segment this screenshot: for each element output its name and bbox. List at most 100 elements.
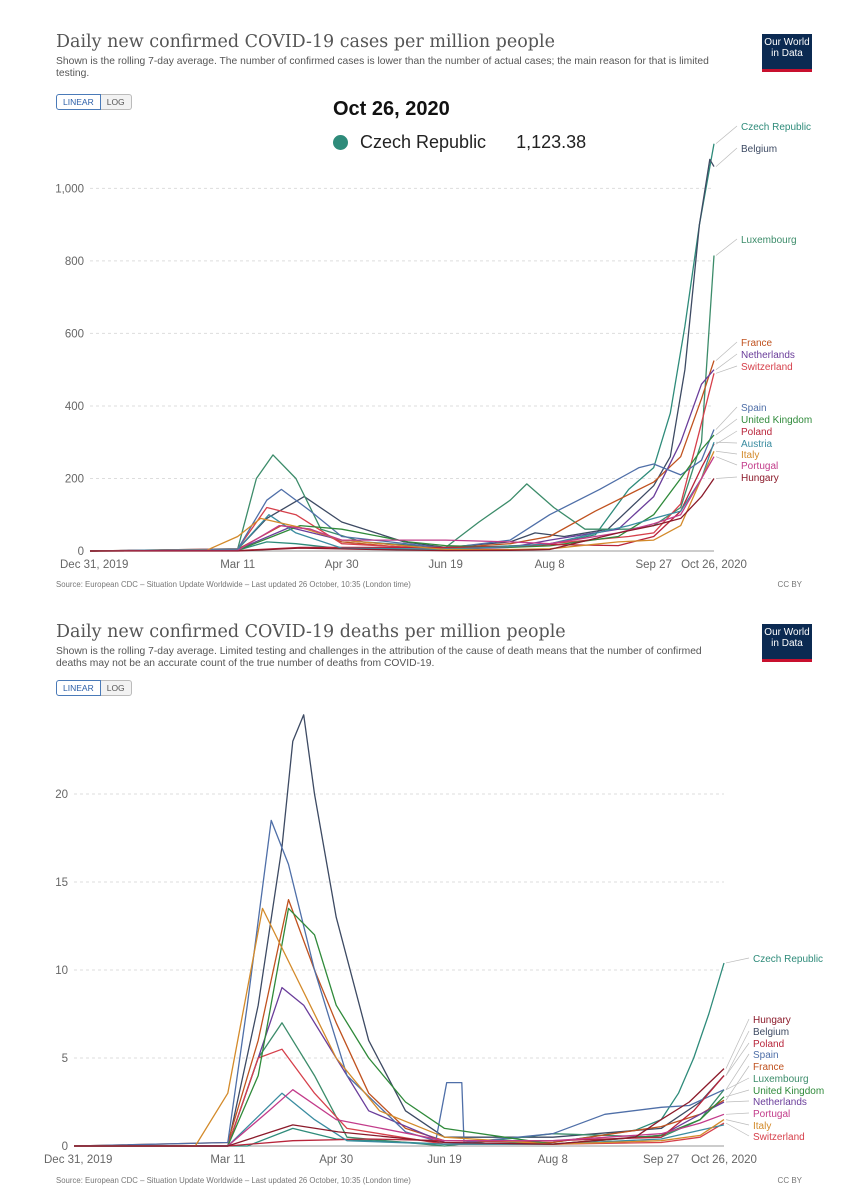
tooltip-series-dot: [333, 135, 348, 150]
series-label-connector: [725, 1119, 750, 1126]
source-note[interactable]: Source: European CDC – Situation Update …: [56, 580, 411, 589]
series-label-connector: [715, 147, 738, 167]
x-tick-label: Dec 31, 2019: [44, 1154, 112, 1166]
owid-logo[interactable]: Our World in Data: [762, 34, 812, 72]
series-label-connector: [715, 430, 738, 445]
series-end-label: Belgium: [741, 144, 777, 155]
series-end-label: Spain: [753, 1050, 779, 1061]
x-tick-label: Jun 19: [428, 559, 463, 571]
tooltip-value: 1,123.38: [516, 132, 587, 152]
series-end-label: Portugal: [753, 1109, 790, 1120]
series-label-connector: [715, 476, 738, 479]
license-label[interactable]: CC BY: [777, 580, 802, 589]
series-label-connector: [725, 1053, 750, 1090]
series-line-hungary: [74, 1068, 725, 1147]
linear-scale-button[interactable]: LINEAR: [56, 680, 101, 696]
y-tick-label: 15: [55, 877, 68, 889]
series-label-connector: [725, 1112, 750, 1115]
series-line-czech-republic: [89, 143, 715, 552]
series-end-label: Luxembourg: [753, 1074, 809, 1085]
series-label-connector: [725, 1077, 750, 1090]
y-tick-label: 200: [65, 473, 84, 485]
chart-title: Daily new confirmed COVID-19 cases per m…: [56, 32, 555, 52]
series-line-belgium: [89, 158, 715, 552]
y-tick-label: 800: [65, 256, 84, 268]
series-end-label: Switzerland: [741, 362, 793, 373]
series-line-portugal: [74, 1089, 725, 1147]
x-tick-label: Oct 26, 2020: [681, 559, 747, 571]
series-line-italy: [89, 451, 715, 552]
x-tick-label: Aug 8: [535, 559, 565, 571]
series-label-connector: [715, 125, 738, 144]
tooltip-series-name: Czech Republic: [360, 132, 487, 152]
series-end-label: Austria: [741, 439, 773, 450]
series-label-connector: [715, 353, 738, 370]
series-line-switzerland: [74, 1048, 725, 1147]
y-tick-label: 1,000: [55, 183, 84, 195]
series-label-connector: [725, 1122, 750, 1137]
series-label-connector: [715, 441, 738, 444]
series-end-label: Italy: [741, 450, 759, 461]
log-scale-button[interactable]: LOG: [100, 680, 132, 696]
x-tick-label: Apr 30: [319, 1154, 353, 1166]
series-end-label: Poland: [741, 427, 772, 438]
series-line-netherlands: [89, 369, 715, 552]
scale-toggle: LINEAR LOG: [56, 680, 132, 696]
series-label-connector: [715, 406, 738, 430]
log-scale-button[interactable]: LOG: [100, 94, 132, 110]
series-end-label: Netherlands: [753, 1097, 807, 1108]
x-tick-label: Jun 19: [427, 1154, 462, 1166]
series-line-hungary: [90, 478, 715, 552]
deaths-line-chart[interactable]: 0 5 10 15 20 Dec 31, 2019 Mar 11 Apr 30 Jun 19 Au…: [38, 608, 824, 1196]
series-label-connector: [715, 450, 738, 455]
series-line-italy: [74, 907, 725, 1147]
y-tick-label: 0: [78, 546, 84, 558]
series-end-label: Switzerland: [753, 1132, 805, 1143]
tooltip-row: Czech Republic 1,123.38: [333, 132, 586, 153]
series-label-connector: [715, 456, 738, 466]
series-label-connector: [725, 957, 750, 964]
x-tick-label: Sep 27: [635, 559, 671, 571]
license-label[interactable]: CC BY: [777, 1176, 802, 1185]
owid-logo[interactable]: Our World in Data: [762, 624, 812, 662]
series-end-label: Spain: [741, 403, 767, 414]
x-tick-label: Dec 31, 2019: [60, 559, 128, 571]
y-tick-label: 10: [55, 965, 68, 977]
deaths-chart-panel: Daily new confirmed COVID-19 deaths per …: [38, 608, 824, 1196]
chart-title: Daily new confirmed COVID-19 deaths per …: [56, 622, 566, 642]
series-line-spain: [89, 429, 715, 552]
chart-subtitle: Shown is the rolling 7-day average. Limi…: [56, 646, 702, 669]
series-line-france: [89, 360, 715, 552]
series-end-label: Portugal: [741, 461, 778, 472]
series-label-connector: [725, 1018, 750, 1069]
series-line-united-kingdom: [74, 907, 725, 1147]
series-line-united-kingdom: [89, 434, 715, 552]
series-label-connector: [715, 365, 738, 374]
series-end-label: Netherlands: [741, 350, 795, 361]
y-tick-label: 600: [65, 328, 84, 340]
series-line-portugal: [89, 456, 715, 552]
series-label-connector: [715, 341, 738, 361]
x-tick-label: Oct 26, 2020: [691, 1154, 757, 1166]
series-line-luxembourg: [89, 255, 715, 552]
series-label-connector: [725, 1089, 750, 1098]
linear-scale-button[interactable]: LINEAR: [56, 94, 101, 110]
source-note[interactable]: Source: European CDC – Situation Update …: [56, 1176, 411, 1185]
series-line-france: [73, 898, 725, 1147]
series-end-label: Italy: [753, 1121, 771, 1132]
series-label-connector: [725, 1100, 750, 1103]
series-line-austria: [74, 1092, 725, 1147]
x-tick-label: Mar 11: [220, 559, 255, 571]
series-end-label: Hungary: [753, 1015, 791, 1026]
tooltip-date: Oct 26, 2020: [333, 98, 450, 120]
cases-line-chart[interactable]: 0 200 400 600 800 1,000 Dec 31, 2019 Mar 11 Apr …: [38, 18, 824, 604]
series-label-connector: [725, 1042, 750, 1076]
y-tick-label: 5: [62, 1053, 68, 1065]
y-tick-label: 400: [65, 401, 84, 413]
x-tick-label: Aug 8: [538, 1154, 568, 1166]
series-label-connector: [725, 1030, 750, 1076]
y-tick-label: 0: [62, 1141, 68, 1153]
series-end-label: France: [753, 1062, 785, 1073]
scale-toggle: LINEAR LOG: [56, 94, 132, 110]
series-label-connector: [725, 1065, 750, 1101]
